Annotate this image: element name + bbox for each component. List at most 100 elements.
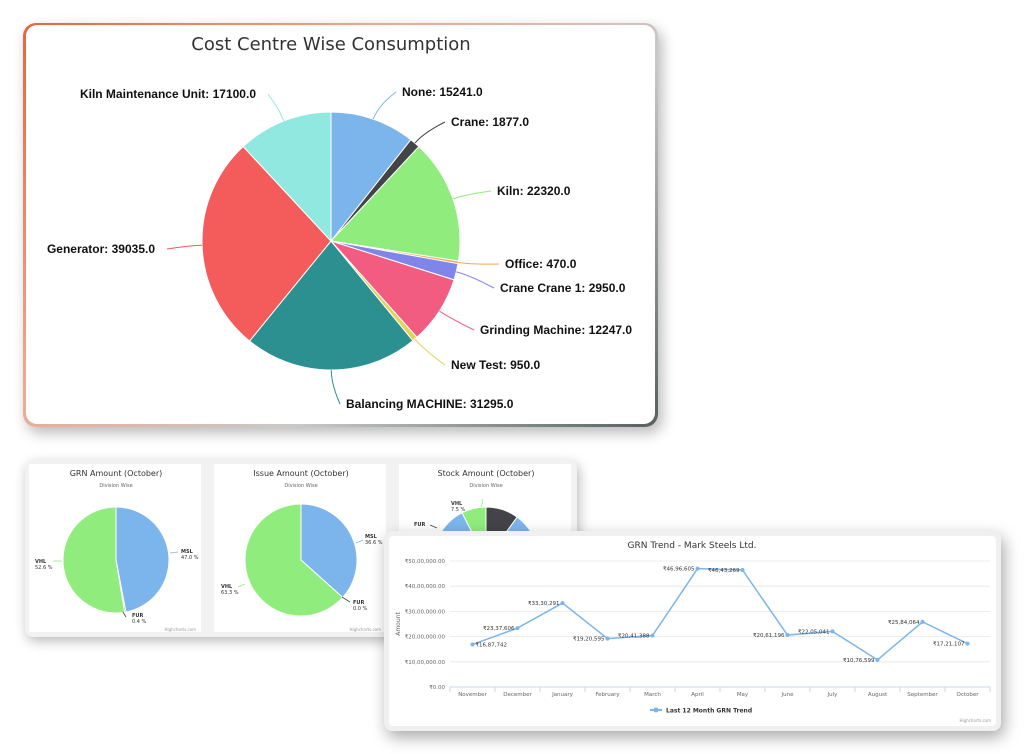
issue-vhl-label-name: VHL	[221, 584, 233, 590]
y-tick-label: ₹10,00,000.00	[405, 659, 446, 666]
data-label-june: ₹20,61,196	[753, 632, 785, 639]
series-line[interactable]	[472, 567, 968, 661]
issue-fur-label-pct: 0.0 %	[353, 606, 368, 612]
x-tick-label-october: October	[956, 692, 979, 698]
connector-none	[372, 91, 397, 120]
cost-centre-chart-title: Cost Centre Wise Consumption	[191, 34, 470, 55]
issue-vhl-connector	[237, 583, 246, 588]
issue-amount-slice-vhl[interactable]	[244, 503, 344, 617]
grn-amount-slice-vhl[interactable]	[62, 506, 126, 614]
data-point-march[interactable]	[650, 633, 655, 638]
x-tick-label-june: June	[781, 692, 795, 698]
label-new-test: New Test: 950.0	[451, 358, 540, 372]
issue-amount-slice-msl[interactable]	[300, 503, 358, 599]
stock-vhl-label-pct: 7.5 %	[451, 507, 466, 513]
data-point-december[interactable]	[515, 626, 520, 631]
connector-office	[458, 261, 500, 265]
connector-grinding-machine	[439, 310, 475, 331]
grn-trend-legend[interactable]: Last 12 Month GRN Trend	[650, 707, 752, 715]
label-crane: Crane: 1877.0	[451, 115, 529, 129]
data-point-april[interactable]	[695, 566, 700, 571]
grn-msl-label-name: MSL	[181, 549, 194, 555]
label-kiln-maintenance-unit: Kiln Maintenance Unit: 17100.0	[80, 87, 256, 101]
issue-amount-credits: Highcharts.com	[350, 627, 382, 632]
grn-msl-connector	[169, 551, 179, 554]
issue-msl-connector	[355, 539, 364, 544]
issue-amount-title: Issue Amount (October)	[253, 469, 348, 478]
grn-fur-label-name: FUR	[132, 613, 143, 619]
y-tick-label: ₹50,00,000.00	[405, 558, 446, 565]
issue-msl-label-pct: 36.6 %	[365, 540, 383, 546]
x-tick-label-september: September	[907, 692, 938, 698]
label-grinding-machine: Grinding Machine: 12247.0	[480, 323, 632, 337]
grn-msl-label-pct: 47.0 %	[181, 555, 199, 561]
label-balancing-machine: Balancing MACHINE: 31295.0	[346, 397, 514, 411]
grn-trend-card	[384, 531, 1001, 731]
data-point-january[interactable]	[560, 601, 565, 606]
data-label-november: ₹16,87,742	[476, 641, 508, 648]
data-label-february: ₹19,20,595	[573, 636, 605, 643]
x-tick-label-april: April	[691, 692, 704, 698]
grn-amount-credits: Highcharts.com	[165, 627, 197, 632]
data-point-october[interactable]	[965, 641, 970, 646]
data-point-august[interactable]	[875, 657, 880, 662]
cost-centre-slice-kiln-maintenance-unit[interactable]	[242, 111, 332, 243]
data-label-october: ₹17,21,107	[933, 641, 965, 648]
label-office: Office: 470.0	[505, 257, 577, 271]
label-crane-crane-1: Crane Crane 1: 2950.0	[500, 281, 626, 295]
data-label-april: ₹46,96,605	[663, 566, 695, 573]
x-tick-label-july: July	[827, 692, 839, 698]
data-label-january: ₹33,30,291	[528, 600, 560, 607]
connector-kiln	[452, 190, 492, 200]
data-point-june[interactable]	[785, 633, 790, 638]
x-tick-label-march: March	[644, 692, 661, 698]
stock-vhl-connector	[480, 498, 483, 508]
data-label-july: ₹22,05,041	[798, 628, 830, 635]
data-point-november[interactable]	[470, 642, 475, 647]
x-tick-label-january: January	[551, 692, 574, 698]
label-none: None: 15241.0	[402, 85, 483, 99]
data-point-february[interactable]	[605, 636, 610, 641]
issue-amount-subtitle: Division Wise	[284, 483, 317, 489]
issue-msl-label-name: MSL	[365, 534, 378, 540]
stock-amount-subtitle: Division Wise	[469, 483, 502, 489]
grn-trend-y-axis-label: Amount	[395, 612, 402, 636]
x-tick-label-august: August	[868, 692, 888, 698]
x-tick-label-may: May	[737, 692, 749, 698]
issue-vhl-label-pct: 63.3 %	[221, 590, 239, 596]
grn-trend-credits[interactable]: Highcharts.com	[960, 718, 992, 723]
data-label-december: ₹23,37,606	[483, 625, 515, 632]
grn-fur-label-pct: 0.4 %	[132, 619, 147, 625]
cost-centre-slice-balancing-machine[interactable]	[248, 240, 414, 371]
connector-new-test	[414, 338, 446, 366]
stock-amount-title: Stock Amount (October)	[438, 469, 535, 478]
data-label-march: ₹20,41,388	[618, 633, 650, 640]
y-tick-label: ₹0.00	[429, 684, 445, 691]
x-tick-label-february: February	[595, 692, 620, 698]
legend-item-label[interactable]: Last 12 Month GRN Trend	[666, 708, 752, 715]
data-label-september: ₹25,84,064	[888, 619, 920, 626]
data-label-may: ₹46,43,269	[708, 567, 740, 574]
x-tick-label-december: December	[503, 692, 532, 698]
grn-trend-title: GRN Trend - Mark Steels Ltd.	[628, 541, 757, 551]
y-tick-label: ₹40,00,000.00	[405, 583, 446, 590]
connector-crane	[414, 121, 446, 144]
label-kiln: Kiln: 22320.0	[497, 184, 571, 198]
grn-amount-title: GRN Amount (October)	[70, 469, 163, 478]
connector-crane-crane-1	[456, 271, 495, 289]
connector-balancing-machine	[330, 369, 341, 405]
stock-fur-label-name: FUR	[414, 522, 425, 528]
data-point-september[interactable]	[920, 619, 925, 624]
connector-generator	[166, 244, 203, 250]
data-label-august: ₹10,76,599	[843, 657, 875, 664]
stock-vhl-label-name: VHL	[451, 501, 463, 507]
connector-kiln-maintenance-unit	[267, 93, 285, 122]
grn-fur-connector	[122, 611, 127, 618]
x-tick-label-november: November	[458, 692, 487, 698]
data-point-july[interactable]	[830, 629, 835, 634]
grn-amount-subtitle: Division Wise	[99, 483, 132, 489]
grn-amount-slice-msl[interactable]	[115, 506, 170, 613]
data-point-may[interactable]	[740, 567, 745, 572]
